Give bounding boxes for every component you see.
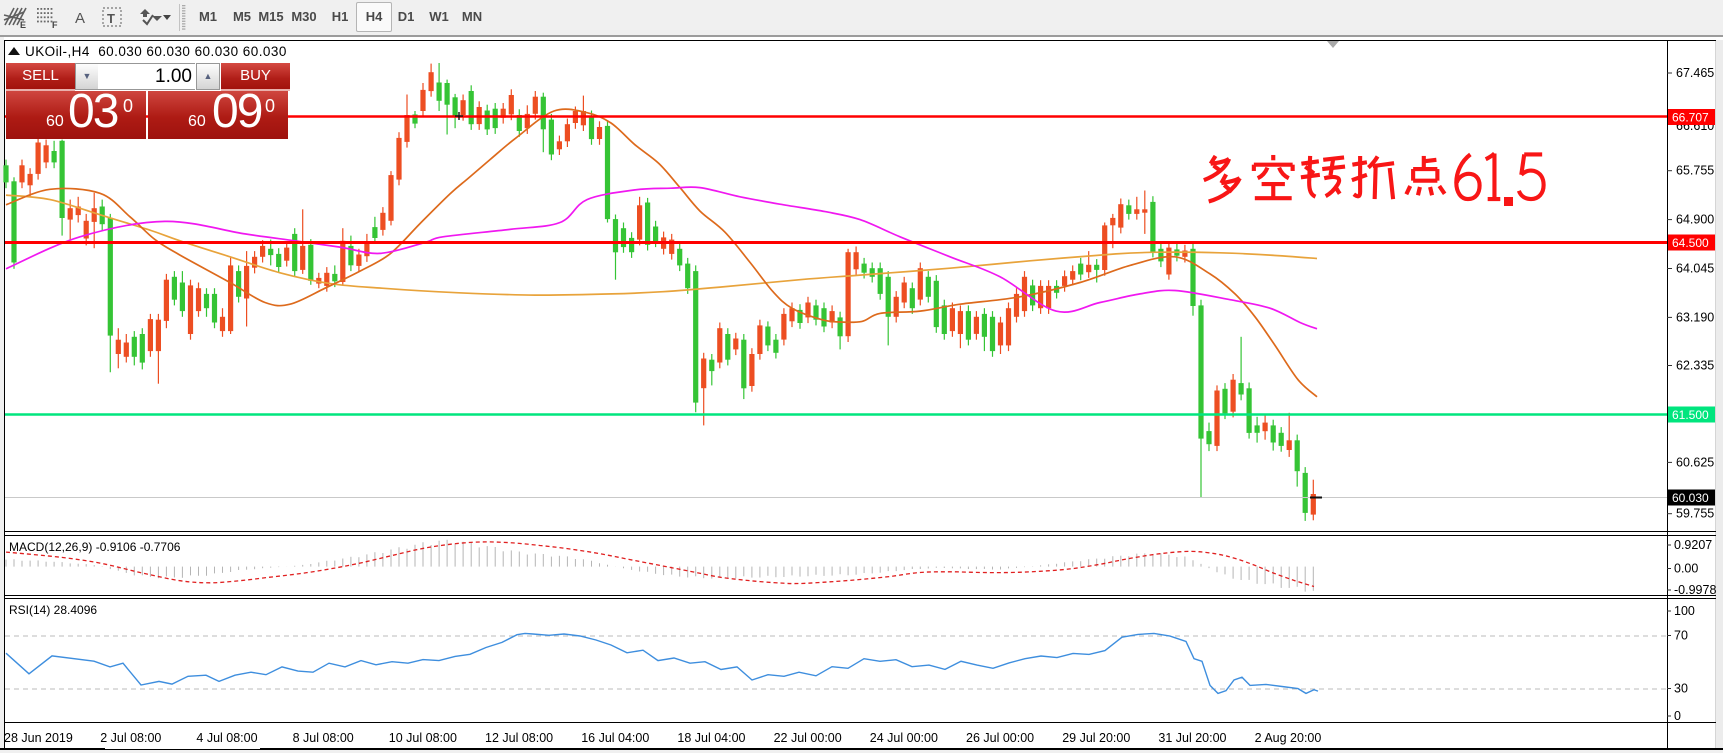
svg-text:16 Jul 04:00: 16 Jul 04:00	[581, 731, 649, 745]
svg-text:62.335: 62.335	[1676, 359, 1714, 373]
svg-text:0.9207: 0.9207	[1674, 538, 1712, 552]
svg-text:63.190: 63.190	[1676, 310, 1714, 324]
svg-text:12 Jul 08:00: 12 Jul 08:00	[485, 731, 553, 745]
svg-text:T: T	[107, 11, 115, 26]
svg-text:100: 100	[1674, 604, 1695, 618]
svg-text:60.625: 60.625	[1676, 455, 1714, 469]
svg-text:18 Jul 04:00: 18 Jul 04:00	[677, 731, 745, 745]
svg-text:MACD(12,26,9) -0.9106 -0.7706: MACD(12,26,9) -0.9106 -0.7706	[9, 540, 181, 554]
svg-text:29 Jul 20:00: 29 Jul 20:00	[1062, 731, 1130, 745]
svg-text:65.755: 65.755	[1676, 164, 1714, 178]
svg-text:31 Jul 20:00: 31 Jul 20:00	[1158, 731, 1226, 745]
svg-text:30: 30	[1674, 682, 1688, 696]
svg-text:-0.9978: -0.9978	[1674, 583, 1716, 597]
svg-text:64.900: 64.900	[1676, 213, 1714, 227]
svg-text:28 Jun 2019: 28 Jun 2019	[4, 731, 73, 745]
svg-text:F: F	[52, 20, 58, 30]
svg-text:64.500: 64.500	[1672, 236, 1709, 250]
svg-text:0: 0	[1674, 709, 1681, 723]
svg-text:61.500: 61.500	[1672, 408, 1709, 422]
svg-text:4 Jul 08:00: 4 Jul 08:00	[196, 731, 257, 745]
svg-text:24 Jul 00:00: 24 Jul 00:00	[870, 731, 938, 745]
svg-text:2 Jul 08:00: 2 Jul 08:00	[100, 731, 161, 745]
svg-text:UKOil-,H4 60.030 60.030 60.03: UKOil-,H4 60.030 60.030 60.030 60.030	[25, 44, 287, 59]
svg-text:70: 70	[1674, 629, 1688, 643]
svg-text:26 Jul 00:00: 26 Jul 00:00	[966, 731, 1034, 745]
svg-text:60.030: 60.030	[1672, 491, 1709, 505]
svg-text:67.465: 67.465	[1676, 66, 1714, 80]
svg-text:66.707: 66.707	[1672, 111, 1709, 125]
svg-text:RSI(14) 28.4096: RSI(14) 28.4096	[9, 603, 97, 617]
svg-text:E: E	[20, 20, 26, 30]
svg-text:0.00: 0.00	[1674, 562, 1698, 576]
svg-text:59.755: 59.755	[1676, 507, 1714, 521]
svg-text:2 Aug 20:00: 2 Aug 20:00	[1255, 731, 1322, 745]
svg-text:10 Jul 08:00: 10 Jul 08:00	[389, 731, 457, 745]
svg-text:64.045: 64.045	[1676, 262, 1714, 276]
svg-text:22 Jul 00:00: 22 Jul 00:00	[774, 731, 842, 745]
svg-text:A: A	[75, 10, 85, 27]
svg-text:8 Jul 08:00: 8 Jul 08:00	[293, 731, 354, 745]
